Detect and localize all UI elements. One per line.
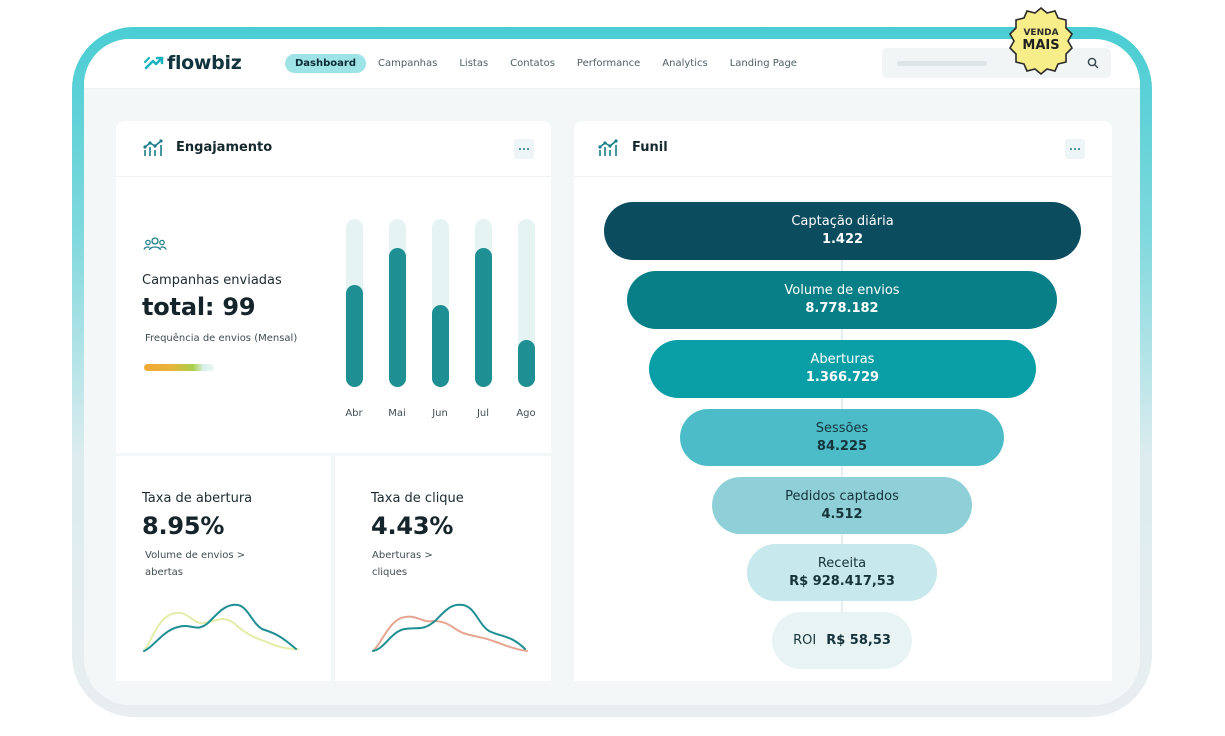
stage-label: Captação diária xyxy=(791,214,894,230)
stage-value: R$ 928.417,53 xyxy=(789,573,895,589)
click-rate-value: 4.43% xyxy=(371,512,454,540)
top-nav: flowbiz Dashboard Campanhas Listas Conta… xyxy=(84,39,1140,89)
open-rate-desc-1: Volume de envios > xyxy=(145,550,246,561)
bar-label-jun: Jun xyxy=(432,408,448,419)
nav-menu: Dashboard Campanhas Listas Contatos Perf… xyxy=(285,54,809,73)
users-icon xyxy=(143,237,167,251)
more-options-button[interactable] xyxy=(514,139,534,159)
stage-label: Aberturas xyxy=(810,352,875,368)
engajamento-card: Engajamento Campanhas enviadas total: 99… xyxy=(116,121,551,453)
search-placeholder-bar xyxy=(897,61,987,66)
card-title: Funil xyxy=(632,140,668,155)
stage-value: 1.422 xyxy=(821,232,864,247)
stage-label: Sessões xyxy=(815,420,869,436)
bar-label-jul: Jul xyxy=(476,408,490,419)
nav-item-landing-page[interactable]: Landing Page xyxy=(729,58,797,69)
funnel-stage-aberturas[interactable]: Aberturas 1.366.729 xyxy=(649,340,1036,398)
search-input[interactable] xyxy=(882,48,1111,78)
stage-value: 8.778.182 xyxy=(805,301,879,316)
funil-card: Funil Captação diária 1.422 Volume de en… xyxy=(574,121,1112,681)
bar-mai[interactable] xyxy=(389,248,406,387)
stage-label: Volume de envios xyxy=(784,283,900,299)
bar-ago[interactable] xyxy=(518,340,535,387)
nav-item-contatos[interactable]: Contatos xyxy=(510,58,555,69)
bar-abr[interactable] xyxy=(346,285,363,387)
nav-item-listas[interactable]: Listas xyxy=(459,58,489,69)
open-rate-card: Taxa de abertura 8.95% Volume de envios … xyxy=(116,456,331,681)
open-rate-sparkline xyxy=(143,603,299,652)
bar-label-abr: Abr xyxy=(345,408,363,419)
divider xyxy=(574,176,1112,177)
click-rate-sparkline xyxy=(372,603,528,652)
funnel-stage-pedidos[interactable]: Pedidos captados 4.512 xyxy=(712,477,972,534)
campaigns-total: total: 99 xyxy=(142,293,256,321)
nav-item-performance[interactable]: Performance xyxy=(576,58,641,69)
stage-value: R$ 58,53 xyxy=(826,632,891,648)
bar-label-mai: Mai xyxy=(388,408,406,419)
open-rate-desc-2: abertas xyxy=(145,567,183,578)
engagement-chart-icon xyxy=(143,139,163,156)
logo-text: flowbiz xyxy=(167,52,242,74)
badge-line-2: MAIS xyxy=(1022,37,1060,53)
funnel-stage-roi[interactable]: ROI R$ 58,53 xyxy=(772,612,912,669)
funnel-stage-sessoes[interactable]: Sessões 84.225 xyxy=(680,409,1004,466)
stage-value: 1.366.729 xyxy=(805,370,880,385)
funnel-chart-icon xyxy=(598,139,618,156)
stage-label: Pedidos captados xyxy=(785,488,899,504)
logo[interactable]: flowbiz xyxy=(144,52,242,74)
campaigns-sent-label: Campanhas enviadas xyxy=(142,273,282,288)
click-rate-label: Taxa de clique xyxy=(371,491,464,506)
stage-value: 4.512 xyxy=(821,506,863,522)
logo-arrow-icon xyxy=(144,56,164,70)
frequency-gradient-bar xyxy=(144,364,214,371)
funnel-stage-volume-envios[interactable]: Volume de envios 8.778.182 xyxy=(627,271,1057,329)
click-rate-desc-1: Aberturas > xyxy=(372,550,433,561)
stage-value: 84.225 xyxy=(816,438,868,454)
nav-item-campanhas[interactable]: Campanhas xyxy=(378,58,438,69)
stage-label: Receita xyxy=(817,555,867,571)
funnel-stage-captacao[interactable]: Captação diária 1.422 xyxy=(604,202,1081,260)
open-rate-value: 8.95% xyxy=(142,512,225,540)
app-screen: flowbiz Dashboard Campanhas Listas Conta… xyxy=(84,39,1140,705)
click-rate-desc-2: cliques xyxy=(372,567,408,578)
card-title: Engajamento xyxy=(176,140,273,155)
more-options-button[interactable] xyxy=(1065,139,1085,159)
badge-line-1: VENDA xyxy=(1023,28,1059,39)
divider xyxy=(116,176,551,177)
nav-item-analytics[interactable]: Analytics xyxy=(662,58,708,69)
search-icon[interactable] xyxy=(1086,56,1100,70)
bar-label-ago: Ago xyxy=(516,408,536,419)
venda-mais-badge[interactable]: VENDA MAIS xyxy=(1005,5,1077,77)
open-rate-label: Taxa de abertura xyxy=(142,491,253,506)
badge-seal-icon xyxy=(1009,6,1073,76)
bar-jul[interactable] xyxy=(475,248,492,387)
click-rate-card: Taxa de clique 4.43% Aberturas > cliques xyxy=(335,456,551,681)
funnel-stage-receita[interactable]: Receita R$ 928.417,53 xyxy=(747,544,937,601)
stage-label: ROI xyxy=(793,632,817,648)
nav-item-dashboard[interactable]: Dashboard xyxy=(285,54,366,73)
frequency-label: Frequência de envios (Mensal) xyxy=(145,333,298,344)
badge-text: VENDA MAIS xyxy=(1005,5,1077,77)
bar-jun[interactable] xyxy=(432,305,449,387)
